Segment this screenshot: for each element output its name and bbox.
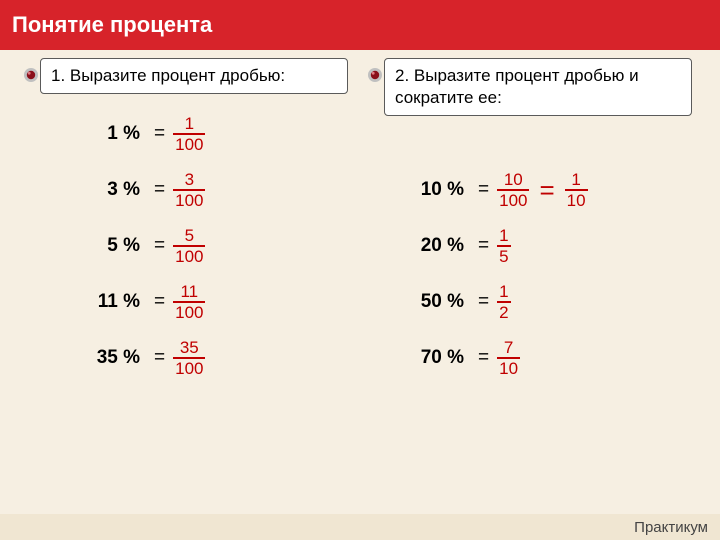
bullet-icon [23,67,39,83]
equation-row: 10 % = 10 100 = 1 10 [400,168,704,212]
fraction-numerator: 5 [183,227,196,245]
column-2: 2. Выразите процент дробью и сократите е… [360,58,704,514]
page-title: Понятие процента [12,12,212,38]
fraction-denominator: 100 [173,360,205,378]
equation-lhs: 11 % [76,291,146,313]
fraction: 10 100 [497,171,529,210]
equation-row: 50 % = 1 2 [400,280,704,324]
content-area: 1. Выразите процент дробью: 1 % = 1 100 … [0,50,720,514]
equation-lhs: 35 % [76,347,146,369]
equals-sign: = [470,291,497,313]
equation-row: 11 % = 11 100 [76,280,360,324]
equation-lhs: 70 % [400,347,470,369]
equation-lhs: 20 % [400,235,470,257]
equals-sign: = [146,347,173,369]
fraction-denominator: 5 [497,248,510,266]
bullet-icon [367,67,383,83]
equation-row: 5 % = 5 100 [76,224,360,268]
equals-sign: = [146,235,173,257]
equals-sign: = [146,123,173,145]
equals-sign: = [146,179,173,201]
fraction-numerator: 1 [497,227,510,245]
fraction-numerator: 10 [502,171,525,189]
footer-label: Практикум [634,519,708,536]
equation-lhs: 10 % [400,179,470,201]
equation-row: 70 % = 7 10 [400,336,704,380]
task1-label: 1. Выразите процент дробью: [51,66,285,85]
fraction-numerator: 1 [183,115,196,133]
equation-row: 1 % = 1 100 [76,112,360,156]
fraction: 1 5 [497,227,510,266]
equals-sign: = [146,291,173,313]
task2-box: 2. Выразите процент дробью и сократите е… [384,58,692,116]
equation-lhs: 5 % [76,235,146,257]
fraction-numerator: 3 [183,171,196,189]
task1-list: 1 % = 1 100 3 % = 3 100 5 % = [16,94,360,380]
fraction-denominator: 100 [173,192,205,210]
fraction-denominator: 100 [497,192,529,210]
equation-lhs: 50 % [400,291,470,313]
fraction-denominator: 10 [497,360,520,378]
column-1: 1. Выразите процент дробью: 1 % = 1 100 … [16,58,360,514]
fraction-denominator: 10 [565,192,588,210]
equation-lhs: 1 % [76,123,146,145]
fraction: 1 100 [173,115,205,154]
fraction: 5 100 [173,227,205,266]
equals-sign: = [470,347,497,369]
equals-sign-large: = [529,175,564,206]
equation-row: 3 % = 3 100 [76,168,360,212]
fraction: 11 100 [173,283,205,322]
task2-list: 10 % = 10 100 = 1 10 20 % = 1 [360,116,704,380]
fraction-denominator: 100 [173,304,205,322]
fraction-denominator: 100 [173,136,205,154]
fraction-numerator: 1 [497,283,510,301]
fraction-numerator: 1 [569,171,582,189]
fraction: 1 10 [565,171,588,210]
fraction: 35 100 [173,339,205,378]
equation-lhs: 3 % [76,179,146,201]
fraction: 7 10 [497,339,520,378]
equals-sign: = [470,179,497,201]
equals-sign: = [470,235,497,257]
fraction-numerator: 35 [178,339,201,357]
page-header: Понятие процента [0,0,720,50]
equation-row: 20 % = 1 5 [400,224,704,268]
fraction-numerator: 11 [178,283,200,301]
page-footer: Практикум [0,514,720,540]
fraction: 1 2 [497,283,510,322]
equation-row: 35 % = 35 100 [76,336,360,380]
task1-box: 1. Выразите процент дробью: [40,58,348,94]
fraction-numerator: 7 [502,339,515,357]
fraction-denominator: 2 [497,304,510,322]
fraction-denominator: 100 [173,248,205,266]
task2-label: 2. Выразите процент дробью и сократите е… [395,66,639,107]
fraction: 3 100 [173,171,205,210]
